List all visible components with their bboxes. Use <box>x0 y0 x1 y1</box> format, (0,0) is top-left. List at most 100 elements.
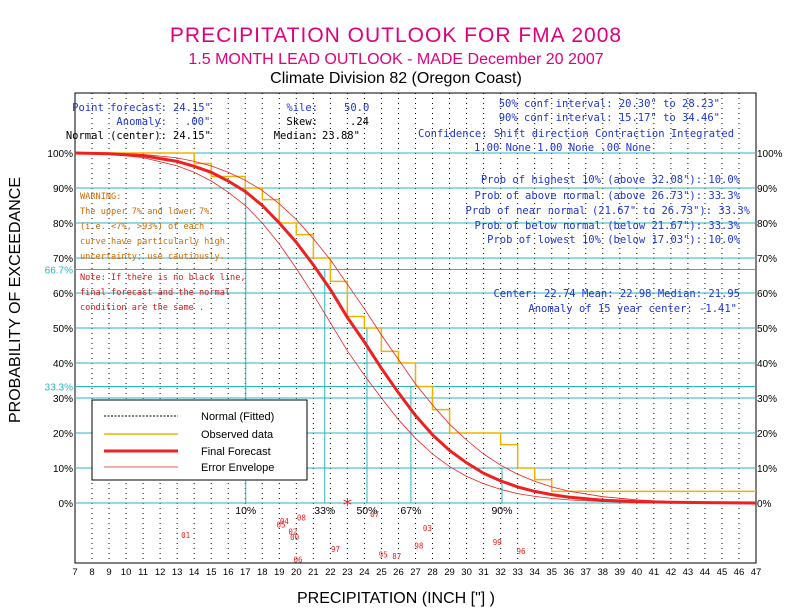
y-tick-label-left: 20% <box>53 429 73 440</box>
confidence-values: 1.00 None 1.00 None .00 None <box>474 142 651 154</box>
x-tick-label: 47 <box>751 567 762 578</box>
x-axis-title: PRECIPITATION (INCH ["] ) <box>297 590 495 607</box>
observed-year-label: 97 <box>331 545 340 554</box>
x-tick-label: 21 <box>308 567 319 578</box>
x-tick-label: 14 <box>189 567 200 578</box>
note-line: Note: If there is no black line, <box>80 273 246 283</box>
median-label: Median: <box>274 130 318 142</box>
y-tick-label-left: 40% <box>53 359 73 370</box>
x-tick-label: 9 <box>106 567 111 578</box>
x-tick-label: 17 <box>240 567 251 578</box>
x-tick-label: 32 <box>495 567 506 578</box>
prob-above-normal: Prob of above normal (above 26.73"): 33.… <box>474 190 740 202</box>
legend-box <box>91 399 308 481</box>
anomaly-15yr: Anomaly of 15 year center: -1.41" <box>528 303 737 315</box>
percentile-label: 67% <box>400 505 421 517</box>
series-group: * <box>74 151 757 516</box>
x-tick-label: 7 <box>72 567 77 578</box>
observed-year-label: 02 <box>288 528 297 537</box>
observed-year-label: 96 <box>517 547 527 556</box>
x-tick-label: 24 <box>359 567 370 578</box>
y-tick-label-left: 90% <box>53 184 73 195</box>
legend-observed-label: Observed data <box>201 429 274 441</box>
x-tick-label: 41 <box>649 567 660 578</box>
error-envelope-upper <box>74 152 757 504</box>
y-tick-label-right: 60% <box>757 289 777 300</box>
y-tick-label-left: 50% <box>53 324 73 335</box>
x-tick-label: 12 <box>155 567 166 578</box>
observed-year-label: 06 <box>294 556 304 565</box>
y-tick-label-left: 30% <box>53 394 73 405</box>
legend-final-label: Final Forecast <box>201 446 271 458</box>
note-line: final forecast and the normal <box>80 288 230 298</box>
normal-center-value: 24.15" <box>173 130 211 142</box>
legend-normal-label: Normal (Fitted) <box>201 411 274 423</box>
tercile-label: 33.3% <box>45 382 73 393</box>
x-tick-label: 25 <box>376 567 387 578</box>
y-tick-label-left: 10% <box>53 464 73 475</box>
chart-subtitle: 1.5 MONTH LEAD OUTLOOK - MADE December 2… <box>188 51 603 68</box>
probability-block: Prob of highest 10% (above 32.08"): 10.0… <box>466 174 751 315</box>
warning-line: uncertainty; use cautiously. <box>80 252 225 262</box>
warning-line: WARNING: <box>80 192 121 202</box>
x-tick-label: 23 <box>342 567 353 578</box>
y-tick-label-left: 60% <box>53 289 73 300</box>
x-tick-label: 8 <box>89 567 94 578</box>
y-tick-label-right: 50% <box>757 324 777 335</box>
forecast-star-marker: * <box>343 495 352 516</box>
x-tick-label: 27 <box>410 567 421 578</box>
center-mean-median: Center: 22.74 Mean: 22.98 Median: 21.95 <box>493 288 740 300</box>
warning-line: (i.e. <7%, >93%) of each <box>80 222 204 232</box>
observed-year-label: 04 <box>280 517 290 526</box>
median-value: 23.88" <box>322 130 360 142</box>
x-tick-label: 26 <box>393 567 404 578</box>
x-tick-label: 36 <box>563 567 574 578</box>
x-tick-label: 38 <box>597 567 608 578</box>
x-tick-label: 34 <box>529 567 540 578</box>
point-forecast-label: Point forecast: <box>72 102 167 114</box>
x-tick-label: 40 <box>632 567 643 578</box>
y-tick-label-right: 90% <box>757 184 777 195</box>
y-tick-label-right: 0% <box>757 499 772 510</box>
y-tick-label-left: 70% <box>53 254 73 265</box>
percentile-label: 10% <box>235 505 256 517</box>
error-envelope-lower <box>74 152 756 504</box>
x-tick-label: 10 <box>121 567 132 578</box>
y-tick-label-right: 100% <box>757 149 783 160</box>
observed-year-label: 98 <box>414 542 424 551</box>
y-tick-label-left: 80% <box>53 219 73 230</box>
tercile-label: 66.7% <box>45 266 73 277</box>
prob-below-normal: Prob of below normal (below 21.67"): 33.… <box>474 220 740 232</box>
prob-lowest-10: Prob of lowest 10% (below 17.03"): 10.0% <box>487 234 741 246</box>
observed-year-label: 03 <box>423 524 432 533</box>
prob-highest-10: Prob of highest 10% (above 32.08"): 10.0… <box>481 174 741 186</box>
anomaly-value: .00" <box>185 116 210 128</box>
x-tick-label: 37 <box>580 567 591 578</box>
observed-year-label: 01 <box>181 531 190 540</box>
normal-center-label: Normal (center): <box>66 130 167 142</box>
x-tick-label: 42 <box>666 567 677 578</box>
x-tick-label: 46 <box>734 567 745 578</box>
y-tick-label-right: 30% <box>757 394 777 405</box>
observed-data-line <box>75 152 756 493</box>
x-tick-label: 29 <box>444 567 455 578</box>
skew-label: Skew: <box>286 116 318 128</box>
observed-year-label: 95 <box>379 550 388 559</box>
axis-tick-labels: 7 8 9 10 11 12 13 14 15 16 17 18 19 20 21 22 23 24 25 26 27 2… <box>45 149 783 578</box>
x-tick-label: 31 <box>478 567 489 578</box>
conf-interval-50: 50% conf interval: 20.30" to 28.23" <box>499 98 720 110</box>
observed-year-label: 05 <box>276 521 285 530</box>
x-tick-label: 39 <box>615 567 626 578</box>
percentile-label: %ile: <box>286 102 318 114</box>
y-axis-title: PROBABILITY OF EXCEEDANCE <box>7 177 24 423</box>
x-tick-label: 15 <box>206 567 217 578</box>
chart-title: PRECIPITATION OUTLOOK FOR FMA 2008 <box>170 24 622 47</box>
percentile-value: 50.0 <box>344 102 369 114</box>
y-tick-label-right: 80% <box>757 219 777 230</box>
x-tick-label: 18 <box>257 567 268 578</box>
anomaly-label: Anomaly: <box>116 116 167 128</box>
x-tick-label: 30 <box>461 567 472 578</box>
observed-year-label: 08 <box>297 514 307 523</box>
